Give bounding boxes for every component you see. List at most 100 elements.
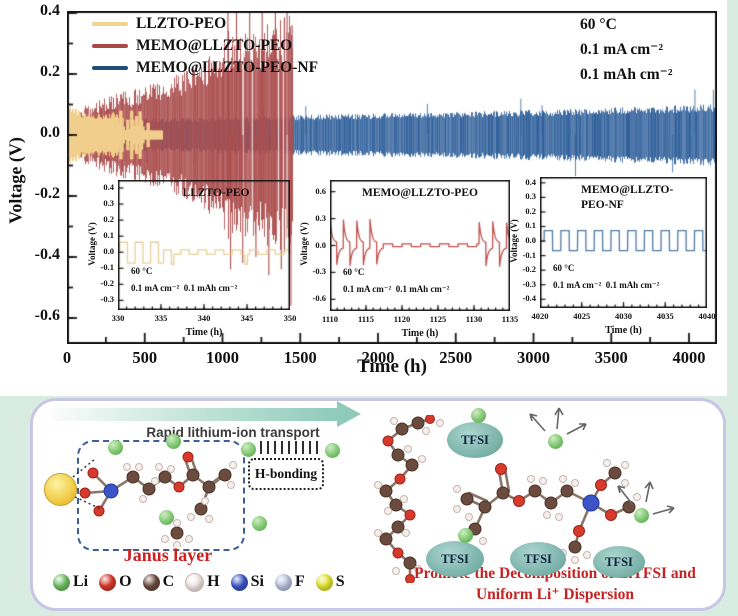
inset-y-tick-label: 0.0 — [498, 235, 536, 245]
legend-swatch — [92, 66, 128, 70]
inset-x-tick-label: 335 — [141, 313, 181, 323]
li-ion-sphere — [166, 434, 181, 449]
tfsi-label: TFSI — [524, 552, 552, 567]
li-ion-sphere — [458, 528, 473, 543]
inset-y-tick-label: 0.3 — [288, 213, 326, 223]
atom-symbol-label: H — [207, 573, 219, 591]
si-atom-icon — [231, 574, 248, 591]
atom-legend-item-c: C — [143, 573, 175, 591]
inset-y-tick-label: 0.1 — [498, 220, 536, 230]
h-atom-icon — [185, 573, 204, 592]
atom-legend-item-f: F — [275, 573, 305, 591]
inset-y-tick-label: -0.1 — [498, 250, 536, 260]
legend-swatch — [92, 22, 128, 26]
tfsi-label: TFSI — [605, 555, 633, 570]
figure-root: Voltage (V) Time (h) LLZTO-PEOMEMO@LLZTO… — [0, 0, 738, 616]
li-atom-icon — [53, 574, 70, 591]
li-ion-sphere — [548, 434, 563, 449]
li-ion-sphere — [241, 442, 256, 457]
x-tick-label: 2500 — [426, 348, 486, 368]
li-ion-sphere — [159, 510, 174, 525]
o-atom-icon — [99, 574, 116, 591]
x-tick-label: 500 — [115, 348, 175, 368]
atom-legend-item-s: S — [316, 573, 345, 591]
sulfur-sphere-icon — [44, 473, 77, 506]
inset-y-tick-label: -0.2 — [498, 264, 536, 274]
inset-x-tick-label: 350 — [270, 313, 310, 323]
y-tick-label: -0.4 — [4, 246, 60, 264]
transport-arrow-label: Rapid lithium-ion transport — [119, 425, 347, 440]
atom-legend-item-o: O — [99, 573, 131, 591]
inset-y-tick-label: 0.4 — [76, 182, 114, 192]
atom-symbol-label: C — [163, 573, 175, 591]
y-tick-label: 0.2 — [4, 63, 60, 81]
atom-legend: Li O C H Si F S — [53, 571, 345, 593]
tfsi-anion: TFSI — [426, 541, 484, 577]
condition-areal-capacity: 0.1 mAh cm⁻² — [580, 62, 672, 87]
y-tick-label: 0.0 — [4, 124, 60, 142]
x-tick-label: 0 — [37, 348, 97, 368]
inset-y-tick-label: -0.6 — [288, 293, 326, 303]
inset-x-tick-label: 340 — [184, 313, 224, 323]
atom-symbol-label: Si — [251, 573, 264, 591]
legend-item: MEMO@LLZTO-PEO — [92, 35, 318, 57]
inset-x-tick-label: 1125 — [418, 314, 458, 324]
memo-silane-molecule-graphic — [79, 443, 239, 547]
inset-canvas-inset-llzto-peo — [118, 180, 290, 310]
inset-x-tick-label: 330 — [98, 313, 138, 323]
inset-x-tick-label: 1110 — [310, 314, 350, 324]
x-tick-label: 4000 — [659, 348, 719, 368]
li-ion-sphere — [252, 516, 267, 531]
inset-x-tick-label: 4030 — [604, 311, 644, 321]
li-ion-sphere — [325, 443, 340, 458]
s-atom-icon — [316, 574, 333, 591]
inset2-x-axis-label: Time (h) — [330, 328, 510, 339]
janus-layer-label: Janus layer — [88, 545, 248, 566]
tfsi-anion: TFSI — [510, 542, 566, 576]
legend-swatch — [92, 44, 128, 48]
x-tick-label: 3500 — [581, 348, 641, 368]
inset-x-tick-label: 4040 — [687, 311, 727, 321]
legend-label: LLZTO-PEO — [136, 15, 226, 33]
inset-y-tick-label: 0.3 — [76, 198, 114, 208]
inset-x-tick-label: 4035 — [645, 311, 685, 321]
y-tick-label: -0.2 — [4, 185, 60, 203]
tfsi-label: TFSI — [461, 433, 489, 448]
mechanism-diagram-panel: Rapid lithium-ion transport H-bonding — [30, 398, 726, 611]
inset1-x-axis-label: Time (h) — [118, 327, 290, 338]
inset-y-tick-label: -0.3 — [76, 294, 114, 304]
h-bonding-label: H-bonding — [248, 458, 324, 490]
inset-y-tick-label: -0.3 — [288, 266, 326, 276]
atom-symbol-label: S — [336, 573, 345, 591]
inset-y-tick-label: 0.0 — [288, 240, 326, 250]
inset-y-tick-label: -0.3 — [498, 279, 536, 289]
inset-y-tick-label: -0.4 — [498, 293, 536, 303]
atom-symbol-label: F — [295, 573, 305, 591]
tfsi-anion: TFSI — [447, 422, 503, 458]
y-tick-label: 0.4 — [4, 2, 60, 20]
test-conditions: 60 °C 0.1 mA cm⁻² 0.1 mAh cm⁻² — [580, 12, 672, 87]
li-ion-sphere — [634, 508, 649, 523]
x-tick-label: 2000 — [348, 348, 408, 368]
inset-x-tick-label: 4020 — [520, 311, 560, 321]
inset-y-tick-label: 0.6 — [288, 186, 326, 196]
legend-item: MEMO@LLZTO-PEO-NF — [92, 57, 318, 79]
atom-legend-item-li: Li — [53, 573, 88, 591]
inset-y-tick-label: -0.2 — [76, 278, 114, 288]
inset-y-tick-label: 0.0 — [76, 246, 114, 256]
legend-label: MEMO@LLZTO-PEO — [136, 37, 292, 55]
inset-x-tick-label: 345 — [227, 313, 267, 323]
x-tick-label: 1000 — [193, 348, 253, 368]
inset-y-tick-label: 0.2 — [498, 206, 536, 216]
inset-y-tick-label: 0.2 — [76, 214, 114, 224]
inset-x-tick-label: 1130 — [454, 314, 494, 324]
inset-x-tick-label: 1120 — [382, 314, 422, 324]
inset-y-tick-label: 0.1 — [76, 230, 114, 240]
inset3-x-axis-label: Time (h) — [540, 325, 707, 336]
inset-x-tick-label: 1115 — [346, 314, 386, 324]
f-atom-icon — [275, 574, 292, 591]
inset-y-tick-label: 0.4 — [498, 177, 536, 187]
y-tick-label: -0.6 — [4, 307, 60, 325]
c-atom-icon — [143, 574, 160, 591]
cycling-chart-panel: Voltage (V) Time (h) LLZTO-PEOMEMO@LLZTO… — [0, 0, 727, 396]
